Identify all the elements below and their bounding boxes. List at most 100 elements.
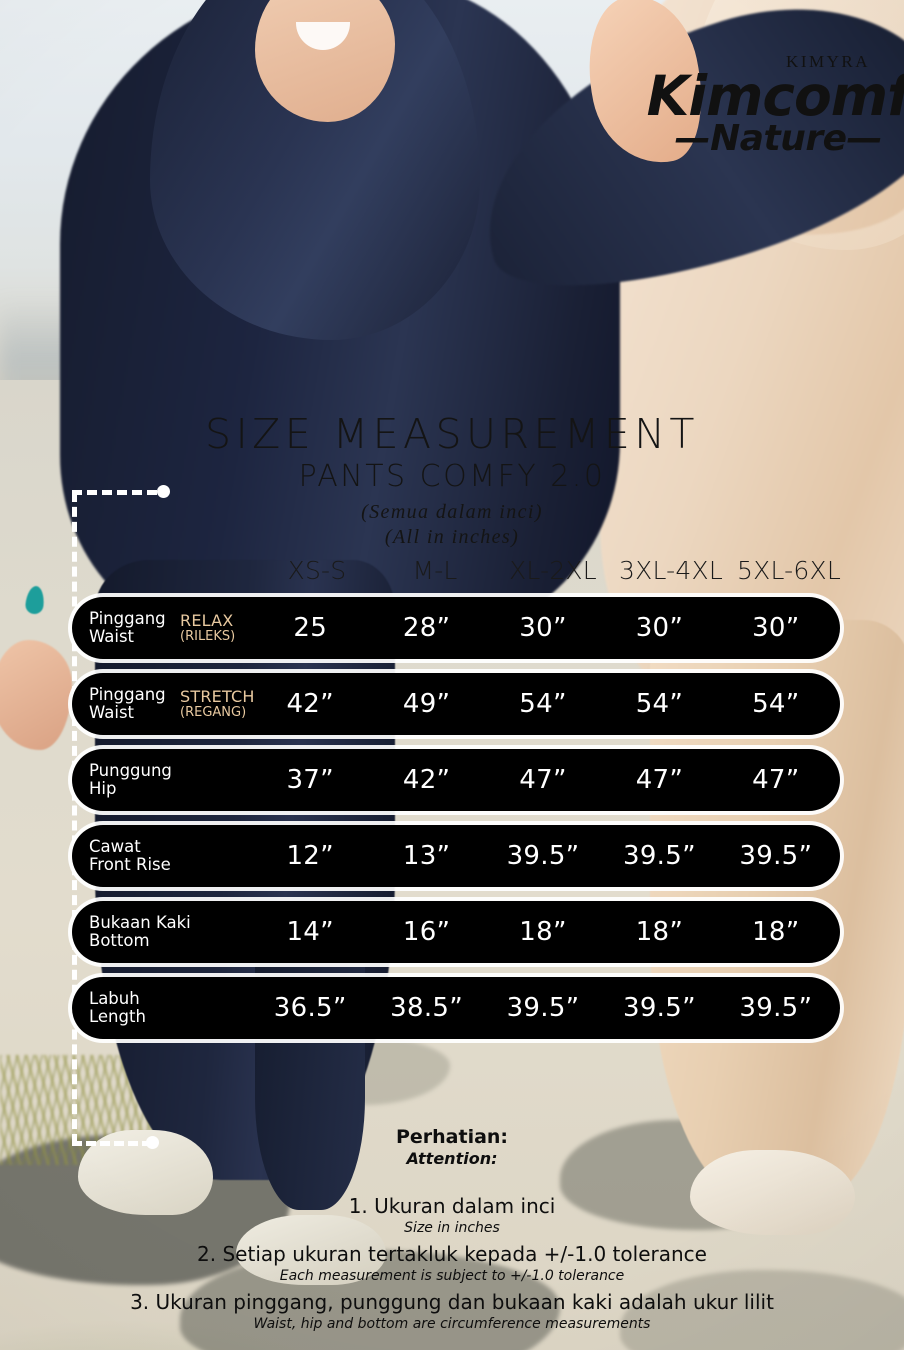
guide-dot-bottom (146, 1136, 159, 1149)
cell-value: 39.5” (622, 993, 696, 1023)
cell-value: 54” (752, 689, 800, 719)
model-right-shoe (690, 1150, 855, 1235)
column-header: 3XL-4XL (619, 556, 723, 585)
note-item-en: Waist, hip and bottom are circumference … (253, 1316, 651, 1333)
model-left-face (255, 0, 395, 122)
cell-value: 30” (635, 613, 684, 643)
brand-top-label: KIMYRA (786, 52, 870, 71)
row-tag: RELAX (RILEKS) (180, 612, 252, 644)
cell-value: 36.5” (273, 993, 347, 1023)
row-label: Pinggang Waist (72, 608, 180, 647)
cell-value: 13” (402, 841, 451, 871)
rock-shape (620, 1270, 904, 1350)
cell-value: 42” (286, 689, 334, 719)
row-label-my: Bukaan Kaki (89, 912, 191, 932)
cell-value: 39.5” (506, 841, 580, 871)
row-tag-en: RELAX (180, 611, 234, 631)
row-values: 36.5” 38.5” 39.5” 39.5” 39.5” (252, 993, 840, 1023)
cell-value: 18” (752, 917, 800, 947)
note-item-my: 2. Setiap ukuran tertakluk kepada +/-1.0… (197, 1242, 707, 1267)
note-item-my: 1. Ukuran dalam inci (348, 1194, 556, 1219)
title-note-en: (All in inches) (384, 526, 520, 549)
brand-name: Kimcomf (646, 64, 904, 128)
row-tag: STRETCH (REGANG) (180, 687, 255, 720)
size-column-headers: XS-S M-L XL-2XL 3XL-4XL 5XL-6XL (258, 556, 848, 590)
model-left-hand (0, 640, 72, 750)
row-label-en: Front Rise (89, 855, 171, 874)
row-label: Punggung Hip (72, 760, 252, 799)
cell-value: 18” (635, 917, 684, 947)
measurement-table: Pinggang Waist RELAX (RILEKS) 25 28” 30”… (72, 597, 840, 1053)
row-label-en: Waist (89, 627, 135, 646)
row-label-my: Labuh (89, 988, 140, 1008)
title-block: SIZE MEASUREMENT PANTS COMFY 2.0 (Semua … (0, 412, 904, 551)
cell-value: 38.5” (390, 993, 464, 1023)
brand-logo: KIMYRA Kimcomf —Nature— (647, 52, 904, 159)
row-values: 42” 49” 54” 54” 54” (252, 689, 840, 719)
attention-notes: Perhatian: Attention: 1. Ukuran dalam in… (0, 1126, 904, 1339)
row-label: Cawat Front Rise (72, 836, 252, 875)
table-row: Pinggang Waist RELAX (RILEKS) 25 28” 30”… (72, 597, 840, 659)
cell-value: 47” (752, 765, 800, 795)
cell-value: 47” (635, 765, 684, 795)
row-label: Pinggang Waist (72, 684, 180, 723)
row-values: 37” 42” 47” 47” 47” (252, 765, 840, 795)
table-row: Bukaan Kaki Bottom 14” 16” 18” 18” 18” (72, 901, 840, 963)
note-item-my: 3. Ukuran pinggang, punggung dan bukaan … (130, 1290, 774, 1315)
page-subtitle: PANTS COMFY 2.0 (298, 459, 606, 495)
cell-value: 14” (286, 917, 334, 947)
guide-line-vertical (72, 492, 77, 1144)
row-label-my: Pinggang (89, 608, 166, 628)
column-header: 5XL-6XL (737, 556, 841, 585)
model-left-shoe-back (236, 1215, 386, 1285)
cell-value: 54” (635, 689, 684, 719)
brand-tagline: —Nature— (674, 118, 883, 160)
table-row: Labuh Length 36.5” 38.5” 39.5” 39.5” 39.… (72, 977, 840, 1039)
row-label-en: Length (89, 1007, 146, 1026)
cell-value: 39.5” (506, 993, 580, 1023)
cell-value: 54” (519, 689, 567, 719)
cell-value: 37” (286, 765, 334, 795)
cell-value: 39.5” (622, 841, 696, 871)
guide-line-top (72, 490, 157, 495)
note-item-en: Size in inches (404, 1220, 500, 1237)
row-values: 12” 13” 39.5” 39.5” 39.5” (252, 841, 840, 871)
title-note-my: (Semua dalam inci) (361, 500, 543, 523)
cell-value: 18” (519, 917, 567, 947)
guide-line-bottom (72, 1141, 152, 1146)
row-label: Bukaan Kaki Bottom (72, 912, 252, 951)
row-label-en: Waist (89, 703, 135, 722)
cell-value: 49” (402, 689, 451, 719)
notes-heading-en: Attention: (406, 1148, 498, 1168)
row-label: Labuh Length (72, 988, 252, 1027)
page-title: SIZE MEASUREMENT (205, 410, 699, 458)
cell-value: 39.5” (739, 841, 813, 871)
column-header: M-L (412, 556, 458, 585)
model-left-leg (255, 930, 365, 1210)
cell-value: 47” (519, 765, 567, 795)
cell-value: 25 (293, 613, 328, 643)
cell-value: 39.5” (739, 993, 813, 1023)
cell-value: 42” (402, 765, 451, 795)
cell-value: 30” (519, 613, 567, 643)
row-label-en: Hip (89, 779, 117, 798)
row-tag-my: (REGANG) (180, 704, 247, 720)
column-header: XS-S (287, 556, 347, 585)
note-item-en: Each measurement is subject to +/-1.0 to… (279, 1268, 625, 1285)
cell-value: 28” (402, 613, 451, 643)
cell-value: 12” (286, 841, 334, 871)
row-label-my: Pinggang (89, 684, 166, 704)
cell-value: 16” (402, 917, 451, 947)
row-label-my: Punggung (89, 760, 172, 780)
column-header: XL-2XL (509, 556, 597, 585)
table-row: Cawat Front Rise 12” 13” 39.5” 39.5” 39.… (72, 825, 840, 887)
row-label-my: Cawat (89, 836, 141, 856)
row-tag-my: (RILEKS) (180, 628, 236, 644)
row-tag-en: STRETCH (180, 687, 255, 707)
row-values: 25 28” 30” 30” 30” (252, 613, 840, 643)
table-row: Punggung Hip 37” 42” 47” 47” 47” (72, 749, 840, 811)
notes-heading-my: Perhatian: (395, 1126, 509, 1148)
row-label-en: Bottom (89, 931, 150, 950)
cell-value: 30” (752, 613, 800, 643)
